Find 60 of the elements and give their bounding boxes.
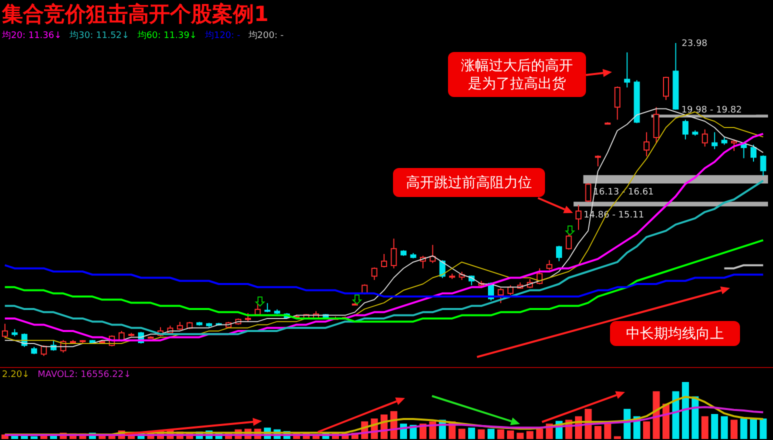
bar xyxy=(488,428,495,439)
candlestick xyxy=(644,132,650,157)
candlestick xyxy=(653,106,660,144)
annotation: 涨幅过大后的高开是为了拉高出货 xyxy=(460,56,574,92)
candlestick xyxy=(760,154,766,177)
text: 均30: 11.52↓ xyxy=(70,30,130,42)
candlestick xyxy=(624,52,630,88)
candlestick xyxy=(614,86,620,120)
candlestick xyxy=(750,144,756,162)
bar xyxy=(730,420,738,439)
bar xyxy=(720,416,728,439)
bar xyxy=(643,421,650,439)
bar xyxy=(478,429,485,439)
bar xyxy=(682,382,689,439)
candlestick xyxy=(702,128,708,148)
candlestick xyxy=(712,132,718,150)
candlestick xyxy=(498,288,504,304)
text: MAVOL2: 16556.22↓ xyxy=(38,370,132,380)
candlestick xyxy=(740,142,747,159)
candlestick xyxy=(662,76,669,100)
bar xyxy=(536,428,544,439)
candlestick xyxy=(546,260,552,270)
text: 2.20↓ xyxy=(2,370,30,380)
bar xyxy=(458,428,466,439)
annotation: 23.98 xyxy=(682,39,708,50)
candlestick xyxy=(371,266,378,280)
text: 均20: 11.36↓ xyxy=(2,30,62,42)
candlestick xyxy=(381,253,388,268)
candlestick xyxy=(556,245,562,262)
annotation: 中长期均线向上 xyxy=(626,324,724,342)
bar xyxy=(760,418,767,439)
bar xyxy=(594,426,602,439)
text: 均60: 11.39↓ xyxy=(137,30,197,42)
bar xyxy=(30,436,38,439)
candlestick xyxy=(585,182,592,203)
bar xyxy=(614,436,621,439)
bar xyxy=(604,424,612,439)
candlestick xyxy=(390,238,397,269)
chart-title: 集合竞价狙击高开个股案例1 xyxy=(2,1,269,28)
bar xyxy=(526,431,534,439)
candlestick xyxy=(682,119,688,140)
candlestick xyxy=(594,154,601,167)
bar xyxy=(711,414,718,439)
bar xyxy=(468,428,476,439)
bar xyxy=(497,429,504,439)
bar xyxy=(506,430,514,439)
bar xyxy=(652,391,660,439)
annotation: 高开跳过前高阻力位 xyxy=(406,174,532,192)
text: 均120: - xyxy=(204,30,240,42)
candlestick xyxy=(731,138,738,152)
bar xyxy=(701,416,708,439)
candlestick xyxy=(576,204,582,230)
bar xyxy=(672,391,680,439)
candlestick xyxy=(507,284,514,296)
bar xyxy=(624,408,631,439)
text: 均200: - xyxy=(248,30,284,42)
bar xyxy=(516,432,524,439)
bar xyxy=(740,418,748,439)
bar xyxy=(750,418,757,439)
band-label: 19.98 - 19.82 xyxy=(681,106,742,116)
